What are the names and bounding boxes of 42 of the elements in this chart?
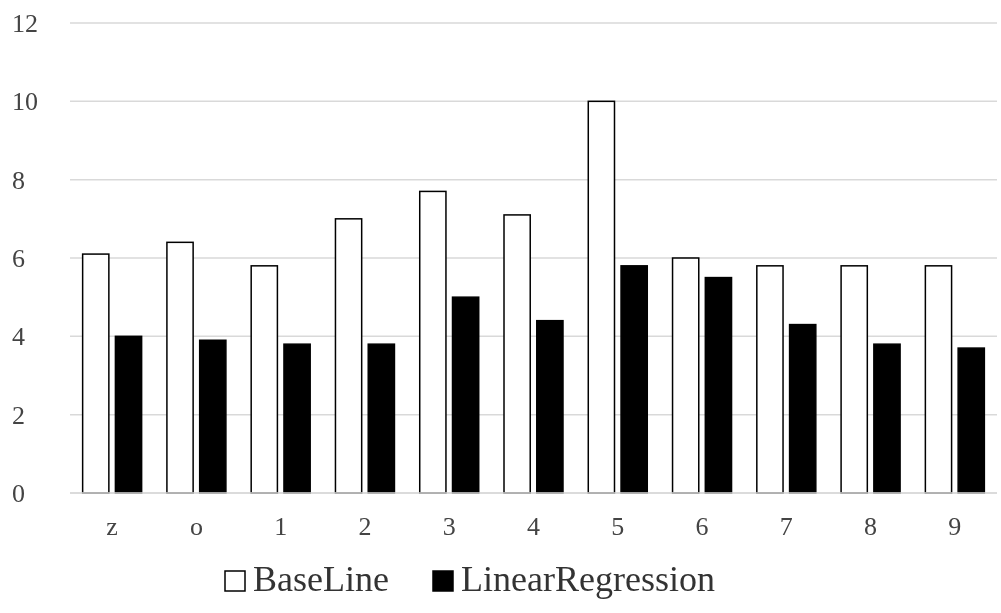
x-tick-label: o: [189, 512, 203, 541]
y-tick-label: 2: [12, 400, 25, 430]
bar: [334, 218, 363, 494]
x-tick-label: 4: [527, 512, 540, 541]
legend-label: BaseLine: [253, 559, 389, 599]
bar: [704, 276, 733, 494]
x-tick-label: 9: [948, 512, 962, 541]
x-tick-label: 5: [611, 512, 625, 541]
bar: [418, 190, 447, 494]
x-tick-label: z: [106, 512, 118, 541]
bar: [756, 265, 784, 494]
bar: [503, 214, 531, 494]
y-tick-label: 6: [12, 244, 25, 274]
x-tick-label: 2: [358, 512, 372, 541]
legend-label: LinearRegression: [461, 559, 715, 599]
bar: [283, 343, 311, 494]
bar: [788, 323, 817, 494]
bar: [536, 319, 564, 494]
bar: [671, 257, 700, 494]
x-tick-label: 6: [695, 512, 709, 541]
bar: [840, 265, 869, 494]
y-tick-label: 10: [12, 87, 38, 117]
bar: [873, 343, 901, 494]
bar: [250, 265, 279, 494]
bar: [924, 265, 953, 494]
y-tick-label: 0: [12, 479, 25, 509]
bar: [367, 343, 396, 494]
bar: [81, 253, 110, 494]
y-tick-label: 12: [12, 9, 38, 39]
y-tick-label: 4: [12, 322, 25, 352]
bar: [451, 296, 480, 494]
x-tick-label: 1: [274, 512, 288, 541]
x-tick-label: 8: [864, 512, 878, 541]
bar: [166, 241, 194, 494]
bar: [198, 339, 227, 494]
y-tick-label: 8: [12, 165, 25, 195]
x-tick-label: 3: [442, 512, 456, 541]
bar: [620, 265, 649, 494]
bar: [587, 100, 616, 494]
bar: [957, 347, 986, 494]
x-tick-label: 7: [779, 512, 793, 541]
bar: [114, 335, 143, 494]
